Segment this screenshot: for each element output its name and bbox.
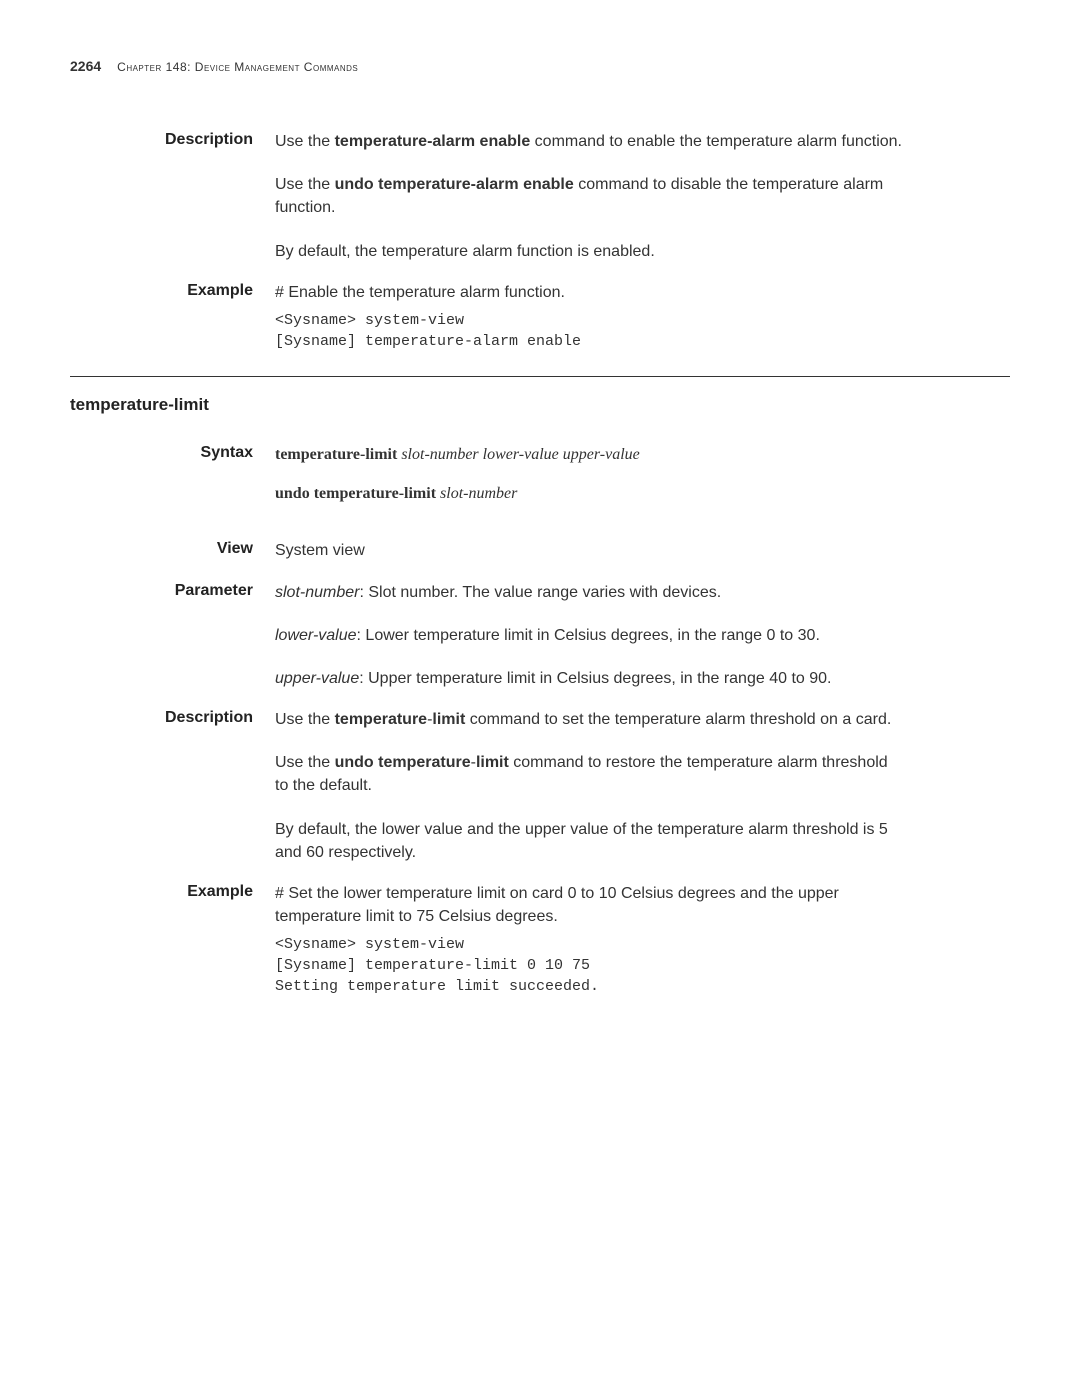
view-text: System view (275, 539, 905, 562)
label-description: Description (70, 130, 275, 263)
syntax-line-2: undo temperature-limit slot-number (275, 482, 905, 505)
body-parameter: slot-number: Slot number. The value rang… (275, 581, 905, 691)
desc2-p2: Use the undo temperature-limit command t… (275, 751, 905, 797)
param-p2: lower-value: Lower temperature limit in … (275, 624, 905, 647)
code-block-2: <Sysname> system-view [Sysname] temperat… (275, 934, 905, 997)
label-description-2: Description (70, 708, 275, 864)
chapter-title: Chapter 148: Device Management Commands (117, 60, 358, 74)
page-number: 2264 (70, 58, 101, 74)
entry-syntax: Syntax temperature-limit slot-number low… (70, 443, 1010, 521)
section-heading: temperature-limit (70, 395, 1010, 415)
syntax-line-1: temperature-limit slot-number lower-valu… (275, 443, 905, 466)
code-block: <Sysname> system-view [Sysname] temperat… (275, 310, 905, 352)
param-p1: slot-number: Slot number. The value rang… (275, 581, 905, 604)
entry-description-1: Description Use the temperature-alarm en… (70, 130, 1010, 263)
example-intro: # Enable the temperature alarm function. (275, 281, 905, 304)
example2-intro: # Set the lower temperature limit on car… (275, 882, 905, 928)
content-wrapper: Description Use the temperature-alarm en… (70, 130, 1010, 997)
label-example: Example (70, 281, 275, 352)
entry-example-1: Example # Enable the temperature alarm f… (70, 281, 1010, 352)
body-description-2: Use the temperature-limit command to set… (275, 708, 905, 864)
page-header: 2264 Chapter 148: Device Management Comm… (70, 58, 1010, 74)
desc2-p3: By default, the lower value and the uppe… (275, 818, 905, 864)
label-syntax: Syntax (70, 443, 275, 521)
entry-view: View System view (70, 539, 1010, 562)
desc-p2: Use the undo temperature-alarm enable co… (275, 173, 905, 219)
desc2-p1: Use the temperature-limit command to set… (275, 708, 905, 731)
entry-description-2: Description Use the temperature-limit co… (70, 708, 1010, 864)
label-example-2: Example (70, 882, 275, 997)
body-example-2: # Set the lower temperature limit on car… (275, 882, 905, 997)
desc-p3: By default, the temperature alarm functi… (275, 240, 905, 263)
desc-p1: Use the temperature-alarm enable command… (275, 130, 905, 153)
entry-parameter: Parameter slot-number: Slot number. The … (70, 581, 1010, 691)
label-parameter: Parameter (70, 581, 275, 691)
body-syntax: temperature-limit slot-number lower-valu… (275, 443, 905, 521)
label-view: View (70, 539, 275, 562)
entry-example-2: Example # Set the lower temperature limi… (70, 882, 1010, 997)
param-p3: upper-value: Upper temperature limit in … (275, 667, 905, 690)
body-example: # Enable the temperature alarm function.… (275, 281, 905, 352)
body-view: System view (275, 539, 905, 562)
body-description: Use the temperature-alarm enable command… (275, 130, 905, 263)
section-divider (70, 376, 1010, 377)
